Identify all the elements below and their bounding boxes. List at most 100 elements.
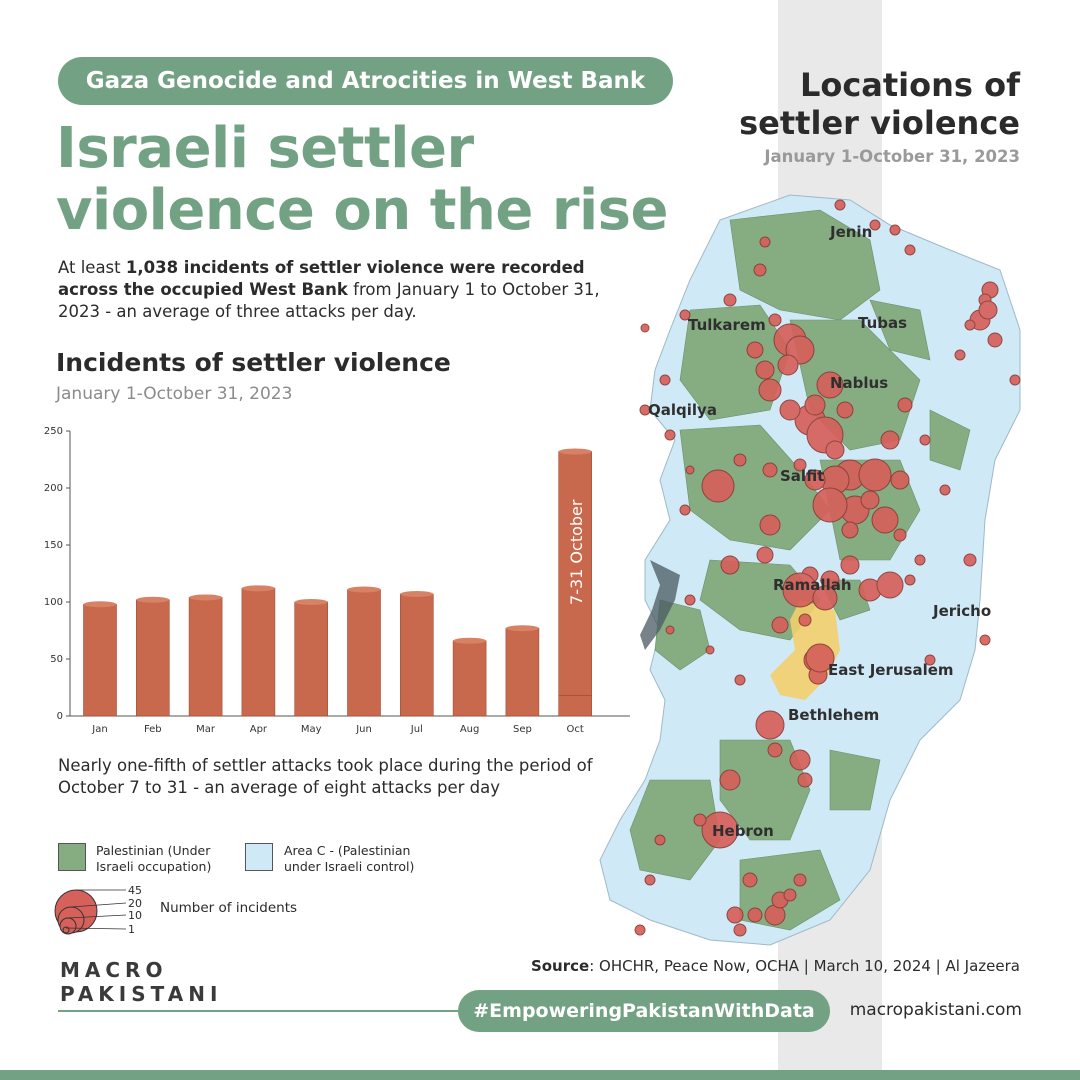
website-link[interactable]: macropakistani.com: [849, 1000, 1022, 1020]
logo-line-2: PAKISTANI: [60, 982, 223, 1006]
bar-jun-cap: [347, 586, 381, 593]
incident-bubble: [734, 674, 746, 686]
incident-bubble: [897, 397, 913, 413]
headline-line-1: Israeli settler: [56, 116, 474, 181]
incident-bubble: [914, 554, 926, 566]
city-label-tubas: Tubas: [858, 314, 907, 332]
y-tick-label: 100: [44, 597, 63, 608]
incident-bubble: [798, 613, 812, 627]
incident-bubble: [777, 354, 799, 376]
incident-bubble: [659, 374, 671, 386]
incident-bubble: [805, 643, 835, 673]
incident-bubble: [880, 430, 900, 450]
bubble-legend-1: [62, 926, 70, 934]
incident-bubble: [733, 453, 747, 467]
bar-sep: [505, 625, 540, 717]
bubble-size-legend: 45 20 10 1: [54, 884, 142, 936]
incident-bubble: [733, 923, 747, 937]
incident-bubble: [871, 506, 899, 534]
incident-bubble: [654, 834, 666, 846]
incident-bubble: [840, 555, 860, 575]
bar-feb: [136, 596, 170, 717]
map-subtitle: January 1-October 31, 2023: [764, 147, 1020, 166]
incident-bubble: [834, 199, 846, 211]
incident-bubble: [758, 378, 782, 402]
x-tick-label: Jan: [91, 724, 107, 735]
palestinian-areas: [629, 209, 971, 931]
chart-subtitle: January 1-October 31, 2023: [56, 384, 293, 404]
bar-apr-body: [241, 588, 276, 717]
bar-mar-cap: [189, 594, 223, 601]
footer-bar: [0, 1070, 1080, 1080]
incident-bubble: [746, 341, 764, 359]
map-title-line-1: Locations of: [799, 66, 1020, 104]
chart-note: Nearly one-fifth of settler attacks took…: [58, 756, 593, 797]
incident-bubble: [759, 514, 781, 536]
incident-bubble: [768, 313, 782, 327]
x-tick-label: Oct: [567, 724, 584, 735]
incident-bubble: [701, 811, 739, 849]
source-line: Source: OHCHR, Peace Now, OCHA | March 1…: [531, 957, 1020, 975]
incident-bubble: [756, 546, 774, 564]
incident-bubble: [1009, 374, 1021, 386]
city-label-bethlehem: Bethlehem: [788, 706, 879, 724]
incident-bubble: [987, 332, 1003, 348]
incident-bubble: [904, 244, 916, 256]
legend-swatch-palestinian: [58, 843, 86, 871]
topic-pill: Gaza Genocide and Atrocities in West Ban…: [58, 57, 673, 105]
bar-sep-cap: [505, 625, 539, 632]
intro-bold: 1,038 incidents of settler violence were…: [58, 258, 585, 299]
x-tick-label: May: [301, 724, 322, 735]
bar-mar: [188, 594, 223, 717]
incident-bubble: [639, 404, 651, 416]
incident-bubble: [804, 394, 826, 416]
incident-bubble: [679, 504, 691, 516]
incident-bubble: [664, 429, 676, 441]
bar-sep-body: [505, 627, 540, 717]
logo-line-1: MACRO: [60, 958, 168, 982]
incident-bubble: [797, 772, 813, 788]
incident-bubble: [684, 594, 696, 606]
incident-bubble: [742, 872, 758, 888]
incident-bubble: [665, 625, 675, 635]
city-label-tulkarem: Tulkarem: [688, 316, 766, 334]
bar-aug-body: [452, 640, 487, 717]
incident-bubble: [634, 924, 646, 936]
bar-chart: 0 50 100 150 200 250 Jan Feb Mar Apr May Jun Jul Aug S…: [44, 426, 630, 735]
incident-bubble: [924, 654, 936, 666]
incident-bubble: [644, 874, 656, 886]
incident-bubble: [701, 469, 735, 503]
headline: Israeli settler violence on the rise: [56, 118, 696, 242]
x-tick-label: Jul: [410, 724, 423, 735]
incident-bubble: [679, 309, 691, 321]
incident-bubble: [893, 528, 907, 542]
bar-oct: [558, 448, 593, 717]
bar-feb-cap: [136, 596, 170, 603]
legend-label-area-c: Area C - (Palestinian under Israeli cont…: [284, 843, 415, 874]
bar-may-cap: [294, 599, 328, 605]
incident-bubble: [705, 645, 715, 655]
x-tick-label: Apr: [250, 724, 268, 735]
incident-bubble: [720, 555, 740, 575]
incident-bubble: [954, 349, 966, 361]
bubble-legend-label-1: 1: [128, 923, 135, 936]
city-label-salfit: Salfit: [780, 467, 824, 485]
incident-bubble: [640, 323, 650, 333]
y-tick-label: 50: [50, 654, 63, 665]
incident-bubble: [783, 888, 797, 902]
incident-bubble: [755, 360, 775, 380]
hashtag-pill[interactable]: #EmpoweringPakistanWithData: [458, 990, 830, 1032]
macro-pakistani-logo: MACRO PAKISTANI: [60, 958, 223, 1018]
source-text: : OHCHR, Peace Now, OCHA | March 10, 202…: [589, 957, 1020, 975]
bar-oct-cap: [558, 448, 592, 455]
y-tick-label: 150: [44, 540, 63, 551]
incident-bubble: [812, 487, 848, 523]
incident-bubble: [869, 219, 881, 231]
incident-bubble: [812, 585, 838, 611]
incident-bubble: [825, 440, 845, 460]
incident-bubble: [964, 319, 976, 331]
bar-jan-cap: [83, 601, 117, 608]
footer-rule: [58, 1010, 458, 1012]
bar-aug: [452, 637, 487, 717]
bar-jan: [83, 601, 117, 717]
